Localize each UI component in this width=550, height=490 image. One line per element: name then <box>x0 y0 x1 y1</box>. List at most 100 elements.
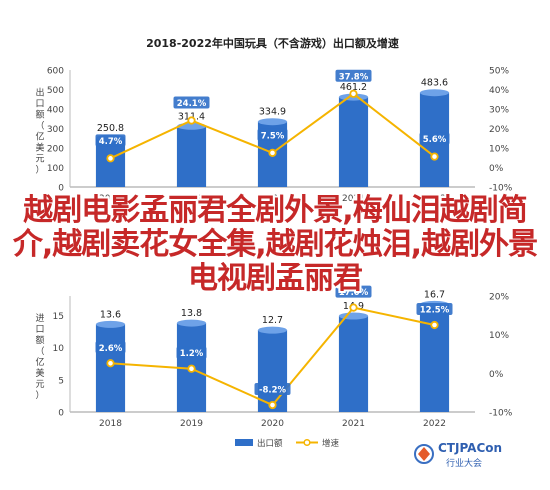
growth-value-label: 12.5% <box>420 306 450 316</box>
growth-label-bg <box>254 383 291 396</box>
y-axis-label-char: 亿 <box>35 356 44 368</box>
growth-point <box>349 303 358 312</box>
y-axis-label-char: 美 <box>35 367 44 379</box>
x-tick-label: 2022 <box>423 419 446 429</box>
legend-label: 出口额 <box>257 438 283 449</box>
x-tick-label: 2019 <box>180 419 203 429</box>
bar-cap <box>257 118 288 126</box>
y-axis-label-char: 亿 <box>35 131 44 143</box>
y-tick-label: 600 <box>47 67 64 77</box>
growth-point <box>106 359 115 368</box>
y-axis-label-char: （ <box>35 346 44 357</box>
x-tick-label: 2021 <box>342 194 365 204</box>
y2-tick-label: -10% <box>489 409 513 419</box>
growth-value-label: -8.2% <box>259 386 287 396</box>
y-tick-label: 5 <box>58 376 64 386</box>
growth-point <box>187 116 196 125</box>
watermark-logo-icon <box>414 444 434 464</box>
growth-value-label: 4.7% <box>99 137 123 147</box>
growth-label-bg <box>95 134 126 147</box>
y-tick-label: 0 <box>58 184 64 194</box>
growth-value-label: 7.5% <box>261 131 285 141</box>
growth-label-bg <box>257 128 288 141</box>
bar <box>419 304 450 412</box>
growth-point <box>430 320 439 330</box>
growth-value-label: 37.8% <box>339 72 369 82</box>
y-tick-label: 300 <box>47 125 64 135</box>
growth-point <box>430 152 439 161</box>
y2-tick-label: 50% <box>489 67 509 77</box>
y2-tick-label: 30% <box>489 106 509 116</box>
y2-tick-label: 10% <box>489 145 509 155</box>
y-axis-label-char: ） <box>35 390 44 401</box>
bar <box>338 97 369 187</box>
chart-title: 2018-2022年中国玩具（不含游戏）出口额及增速 <box>146 36 399 50</box>
bar-value-label: 334.9 <box>259 107 286 118</box>
bar-cap <box>95 320 126 328</box>
growth-label-bg <box>173 96 210 109</box>
watermark-sub: 行业大会 <box>446 457 482 469</box>
y-tick-label: 100 <box>47 164 64 174</box>
y-axis-label-char: 口 <box>35 100 44 110</box>
bar-value-label: 13.8 <box>181 308 202 319</box>
bar-cap <box>257 326 288 334</box>
overlay-caption: 越剧电影孟丽君全剧外景,梅仙泪越剧简介,越剧卖花女全集,越剧花烛泪,越剧外景电视… <box>12 193 538 296</box>
growth-point <box>349 89 358 98</box>
y2-tick-label: 0% <box>489 370 504 380</box>
legend-label: 增速 <box>322 438 340 449</box>
growth-label-bg <box>419 132 450 145</box>
y2-tick-label: 40% <box>489 86 509 96</box>
growth-label-bg <box>95 341 126 354</box>
x-tick-label: 2018 <box>99 419 122 429</box>
legend-swatch-bar <box>235 439 253 446</box>
y-tick-label: 500 <box>47 86 64 96</box>
y2-tick-label: 20% <box>489 125 509 135</box>
x-tick-label: 2020 <box>261 194 284 204</box>
y-axis-label-char: 口 <box>35 325 44 335</box>
y-axis-label-char: 进 <box>35 313 44 324</box>
bar-value-label: 13.6 <box>100 309 121 320</box>
y-tick-label: 15 <box>53 312 64 322</box>
x-tick-label: 2020 <box>261 419 284 429</box>
y-axis-label-char: 元 <box>35 155 44 165</box>
watermark-brand: CTJPACon <box>438 441 502 455</box>
bar-value-label: 483.6 <box>421 78 448 89</box>
y2-tick-label: 10% <box>489 331 509 341</box>
y-tick-label: 200 <box>47 145 64 155</box>
growth-value-label: 24.1% <box>177 99 207 109</box>
y2-tick-label: 0% <box>489 164 504 174</box>
growth-label-bg <box>416 303 453 315</box>
x-tick-label: 2018 <box>99 194 122 204</box>
growth-value-label: 5.6% <box>423 135 447 145</box>
watermark-logo-mark <box>418 447 430 461</box>
bar <box>176 126 207 187</box>
y-axis-label-char: 美 <box>35 142 44 154</box>
growth-value-label: 17.0% <box>339 288 369 298</box>
legend-swatch-marker <box>303 438 311 447</box>
bar-cap <box>419 89 450 97</box>
y-axis-label-char: ） <box>35 165 44 176</box>
y-tick-label: 10 <box>53 344 65 354</box>
x-tick-label: 2021 <box>342 419 365 429</box>
growth-value-label: 2.6% <box>99 344 123 354</box>
y-axis-label-char: 额 <box>35 334 44 346</box>
bar-cap <box>176 319 207 327</box>
growth-label-bg <box>335 69 372 82</box>
growth-point <box>268 400 277 410</box>
y-axis-label-char: 出 <box>35 87 44 99</box>
growth-point <box>187 364 196 373</box>
growth-value-label: 1.2% <box>180 349 204 359</box>
bar-value-label: 461.2 <box>340 82 367 93</box>
growth-point <box>268 148 277 157</box>
bar <box>257 330 288 412</box>
y2-tick-label: 20% <box>489 293 509 303</box>
growth-label-bg <box>176 346 207 359</box>
bar-value-label: 250.8 <box>97 123 124 134</box>
bar <box>95 324 126 412</box>
bar-value-label: 12.7 <box>262 315 283 326</box>
bar-value-label: 16.7 <box>424 289 445 300</box>
x-tick-label: 2019 <box>180 194 203 204</box>
bar <box>338 315 369 412</box>
